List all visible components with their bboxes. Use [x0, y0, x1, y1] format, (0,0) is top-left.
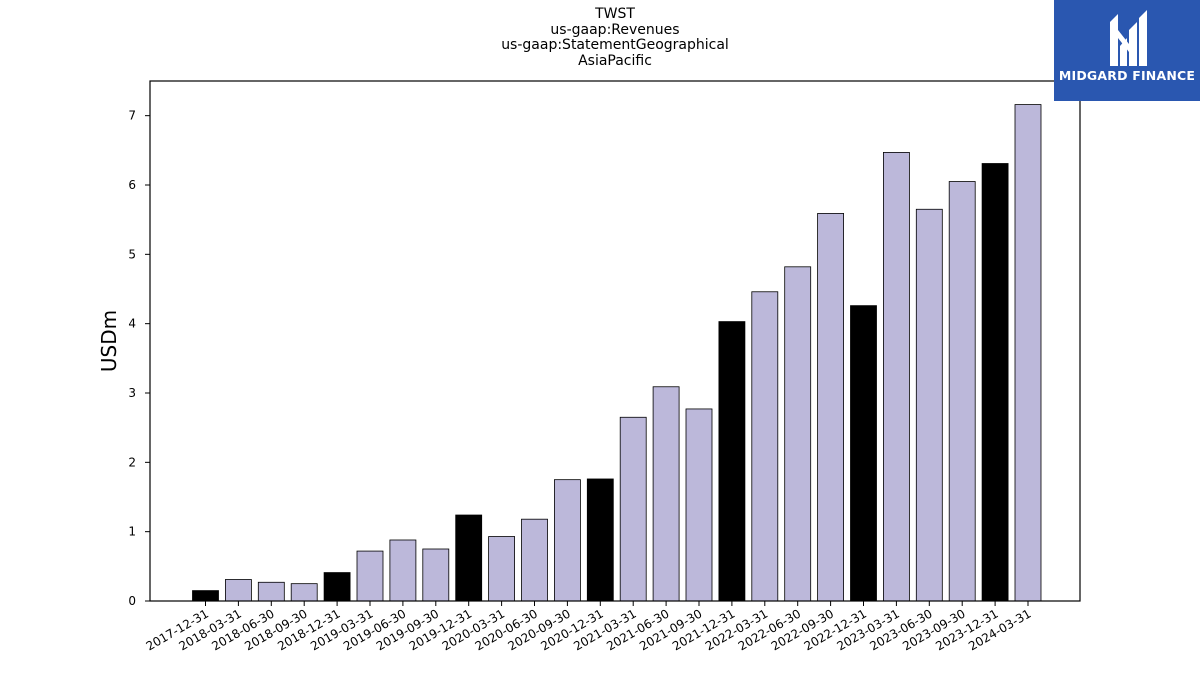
- bar-2024-03-31: [1014, 104, 1042, 602]
- bar-2023-03-31: [883, 152, 910, 602]
- bar-2018-06-30: [257, 581, 285, 602]
- midgard-finance-logo: MIDGARD FINANCE: [1054, 0, 1200, 101]
- bar-2019-12-31: [455, 514, 483, 602]
- plot-frame: [149, 80, 1081, 602]
- bar-2021-09-30: [685, 408, 713, 602]
- bar-2020-12-31: [586, 478, 614, 602]
- midgard-logo-icon: [1110, 10, 1147, 66]
- x-axis: 2017-12-312018-03-312018-06-302018-09-30…: [144, 601, 1034, 653]
- bar-2022-06-30: [784, 266, 812, 602]
- bar-2019-06-30: [389, 539, 417, 602]
- bar-2022-03-31: [751, 291, 779, 602]
- chart-title: TWST us-gaap:Revenues us-gaap:StatementG…: [465, 6, 765, 69]
- y-tick-label: 6: [128, 178, 136, 192]
- y-axis: 0 1 2 3 4 5 6 7: [128, 109, 150, 608]
- bar-2021-03-31: [619, 416, 647, 602]
- chart-title-line-4: AsiaPacific: [578, 52, 652, 69]
- y-tick-label: 3: [128, 386, 136, 400]
- chart-title-line-1: TWST: [595, 6, 635, 22]
- chart-title-line-3: us-gaap:StatementGeographical: [501, 37, 729, 53]
- y-tick-label: 2: [128, 455, 136, 469]
- bar-2018-09-30: [290, 583, 318, 602]
- chart-title-line-2: us-gaap:Revenues: [550, 21, 680, 38]
- bar-2022-12-31: [850, 305, 877, 602]
- bar-2023-09-30: [948, 181, 976, 602]
- bar-2020-09-30: [554, 479, 581, 602]
- bar-2021-12-31: [718, 321, 746, 602]
- bar-2023-12-31: [981, 163, 1009, 602]
- bar-2017-12-31: [192, 590, 219, 602]
- bar-2022-09-30: [817, 213, 844, 602]
- y-tick-label: 1: [128, 525, 136, 539]
- y-tick-label: 4: [128, 317, 136, 331]
- y-axis-label: USDm: [97, 310, 121, 372]
- bar-2020-06-30: [521, 518, 548, 602]
- bars-group: [192, 104, 1042, 602]
- y-tick-label: 5: [128, 247, 136, 261]
- bar-2023-06-30: [915, 208, 943, 602]
- bar-2018-12-31: [323, 572, 351, 602]
- bar-2019-03-31: [356, 550, 384, 602]
- bar-2020-03-31: [488, 536, 516, 602]
- y-tick-label: 0: [128, 594, 136, 608]
- bar-2021-06-30: [652, 386, 680, 602]
- bar-2019-09-30: [422, 548, 450, 602]
- y-tick-label: 7: [128, 109, 136, 123]
- logo-text: MIDGARD FINANCE: [1058, 68, 1196, 83]
- bar-2018-03-31: [224, 579, 252, 602]
